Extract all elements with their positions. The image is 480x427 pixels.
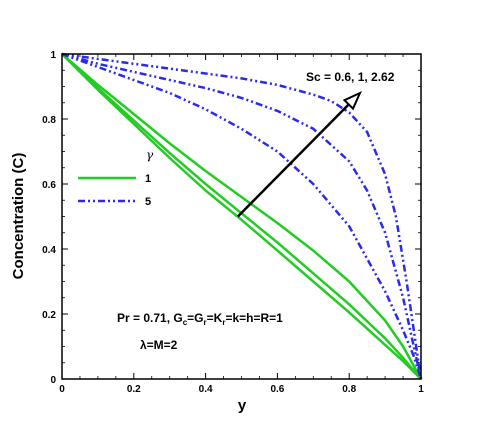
y-tick-label: 0.6 [42,180,56,191]
legend-title: γ [146,148,154,162]
legend-label-gamma-5: 5 [145,196,151,208]
y-tick-label: 1 [50,50,56,61]
y-tick-label: 0 [50,375,56,386]
params-annotation: Pr = 0.71, Gc=Gr=Kr=k=h=R=1 [117,311,283,327]
sc-annotation: Sc = 0.6, 1, 2.62 [306,70,395,84]
arrow-head [342,90,362,111]
y-tick-label: 0.8 [42,115,56,126]
x-tick-label: 0 [59,384,65,395]
lambda-annotation: λ=M=2 [140,338,178,352]
series-curves [61,52,423,380]
series-line-2 [61,53,422,380]
y-tick-label: 0.4 [42,245,56,256]
plot-frame [61,53,422,380]
series-line-5 [61,52,423,380]
increase-arrow [237,90,362,218]
legend-label-gamma-1: 1 [145,173,151,185]
x-tick-label: 1 [418,384,424,395]
series-line-1 [61,53,422,380]
x-tick-label: 0.2 [127,384,141,395]
series-line-4 [61,52,423,380]
x-axis-title: y [238,397,247,414]
x-tick-label: 0.6 [270,384,284,395]
series-line-6 [61,52,423,380]
arrow-shaft [237,103,350,218]
y-tick-label: 0.2 [42,310,56,321]
x-tick-label: 0.8 [342,384,356,395]
y-axis-title: Concentration (C) [10,153,27,280]
tick-labels: 0 0.2 0.4 0.6 0.8 1 0 0.2 0.4 0.6 0.8 1 [42,50,424,395]
x-tick-label: 0.4 [199,384,213,395]
series-line-3 [61,53,423,380]
